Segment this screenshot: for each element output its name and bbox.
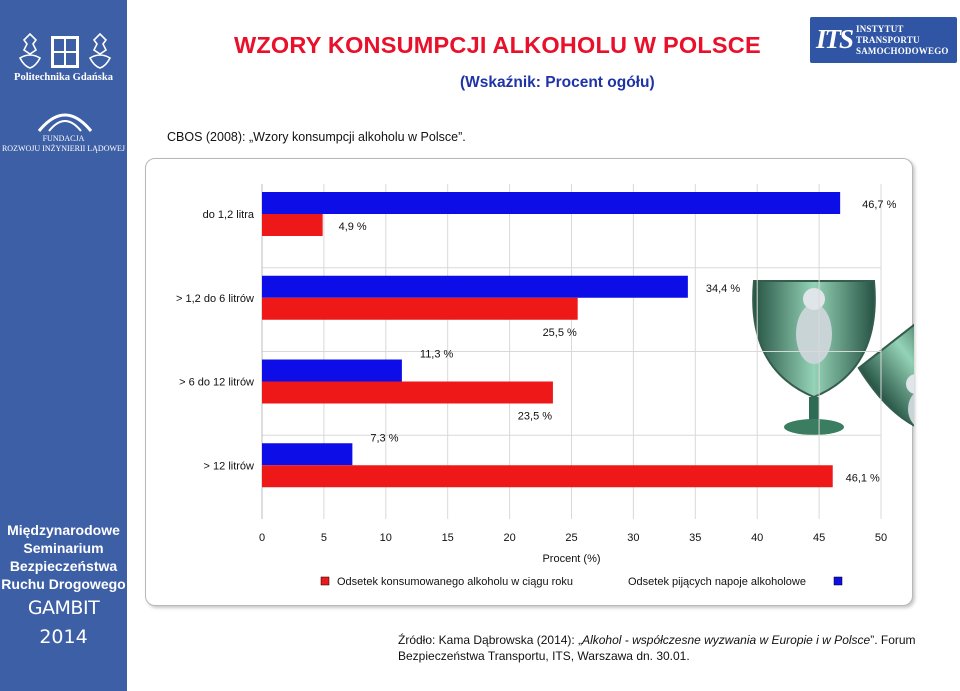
page-title: WZORY KONSUMPCJI ALKOHOLU W POLSCE xyxy=(234,32,761,58)
page-subtitle: (Wskaźnik: Procent ogółu) xyxy=(460,74,655,91)
bar-drinkers xyxy=(262,275,688,298)
seminar-line-2: Seminarium xyxy=(23,540,104,556)
bar-drinkers xyxy=(262,443,353,466)
category-label: > 1,2 do 6 litrów xyxy=(176,293,254,305)
x-tick-label: 30 xyxy=(627,532,639,544)
bar-consumption xyxy=(262,214,323,236)
data-label-consumption: 25,5 % xyxy=(543,327,577,339)
data-label-consumption: 46,1 % xyxy=(846,472,880,484)
its-line-3: SAMOCHODOWEGO xyxy=(856,46,949,56)
x-axis-label: Procent (%) xyxy=(542,553,600,565)
foundation-logo-icon xyxy=(37,113,93,132)
foundation-line-2: ROZWOJU INŻYNIERII LĄDOWEJ xyxy=(1,144,126,153)
data-label-consumption: 23,5 % xyxy=(518,411,552,423)
source-prefix: Źródło: Kama Dąbrowska (2014): „ xyxy=(398,633,583,647)
x-tick-label: 20 xyxy=(503,532,515,544)
source-suffix: ”. Forum Bezpieczeństwa Transportu, ITS,… xyxy=(398,633,916,663)
legend-label-consumption: Odsetek konsumowanego alkoholu w ciągu r… xyxy=(337,576,573,588)
foundation-line-1: FUNDACJA xyxy=(42,134,85,143)
seminar-name: Międzynarodowe Seminarium Bezpieczeństwa… xyxy=(0,521,127,593)
seminar-line-4: Ruchu Drogowego xyxy=(1,576,126,592)
data-label-drinkers: 7,3 % xyxy=(370,432,398,444)
university-name: Politechnika Gdańska xyxy=(14,72,113,83)
bar-consumption xyxy=(262,465,833,488)
bar-consumption xyxy=(262,381,553,404)
event-name: GAMBIT xyxy=(27,597,100,619)
x-tick-label: 5 xyxy=(321,532,327,544)
x-tick-label: 15 xyxy=(442,532,454,544)
chart-labels: 0 5 10 15 20 25 30 35 40 45 50 do 1,2 litra 46,7 % 4,… xyxy=(176,199,897,565)
x-tick-label: 10 xyxy=(380,532,392,544)
event-year: 2014 xyxy=(39,626,88,648)
its-logo-text: INSTYTUT TRANSPORTU SAMOCHODOWEGO xyxy=(856,24,949,57)
source-title: Alkohol - współczesne wyzwania w Europie… xyxy=(582,633,871,647)
x-tick-label: 25 xyxy=(565,532,577,544)
its-line-2: TRANSPORTU xyxy=(856,35,920,45)
x-tick-label: 40 xyxy=(751,532,763,544)
source-citation-bottom: Źródło: Kama Dąbrowska (2014): „Alkohol … xyxy=(398,632,958,664)
foundation-name: FUNDACJA ROZWOJU INŻYNIERII LĄDOWEJ xyxy=(0,134,127,154)
legend-label-drinkers: Odsetek pijących napoje alkoholowe xyxy=(628,576,806,588)
category-label: do 1,2 litra xyxy=(203,209,255,221)
university-logo-icon xyxy=(18,32,112,69)
seminar-line-3: Bezpieczeństwa xyxy=(9,558,118,574)
data-label-consumption: 4,9 % xyxy=(339,221,367,233)
wine-glass-illustration-icon xyxy=(752,280,914,436)
category-label: > 6 do 12 litrów xyxy=(179,377,254,389)
its-logo-mark: ITS xyxy=(816,24,854,54)
its-line-1: INSTYTUT xyxy=(856,24,904,34)
chart-bars xyxy=(262,192,841,488)
bar-drinkers xyxy=(262,192,841,214)
data-label-drinkers: 34,4 % xyxy=(706,283,740,295)
x-tick-label: 0 xyxy=(259,532,265,544)
chart-legend: Odsetek konsumowanego alkoholu w ciągu r… xyxy=(320,576,843,588)
x-tick-label: 45 xyxy=(813,532,825,544)
x-tick-label: 35 xyxy=(689,532,701,544)
its-logo: ITS INSTYTUT TRANSPORTU SAMOCHODOWEGO xyxy=(810,17,957,63)
data-label-drinkers: 46,7 % xyxy=(862,199,896,211)
seminar-line-1: Międzynarodowe xyxy=(7,522,120,538)
legend-swatch-consumption xyxy=(320,576,330,586)
legend-swatch-drinkers xyxy=(833,576,843,586)
bar-chart: 0 5 10 15 20 25 30 35 40 45 50 do 1,2 litra 46,7 % 4,… xyxy=(176,184,914,588)
bar-drinkers xyxy=(262,359,402,382)
source-citation-top: CBOS (2008): „Wzory konsumpcji alkoholu … xyxy=(167,130,466,144)
category-label: > 12 litrów xyxy=(204,460,254,472)
bar-consumption xyxy=(262,297,578,320)
sidebar: Politechnika Gdańska FUNDACJA ROZWOJU IN… xyxy=(0,0,127,691)
chart-frame: 0 5 10 15 20 25 30 35 40 45 50 do 1,2 litra 46,7 % 4,… xyxy=(145,158,914,606)
x-tick-label: 50 xyxy=(875,532,887,544)
data-label-drinkers: 11,3 % xyxy=(420,349,454,361)
